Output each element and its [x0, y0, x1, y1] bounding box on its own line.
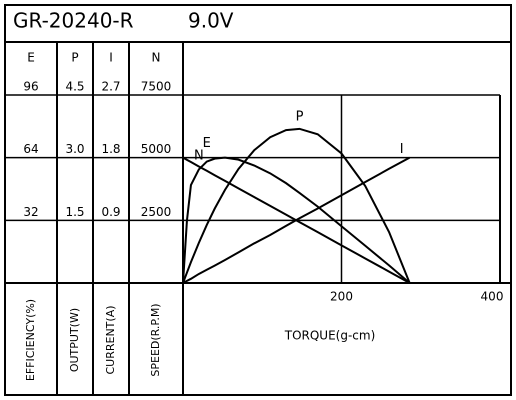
- y-tick-label: 1.8: [101, 142, 120, 156]
- outer-border: [4, 4, 512, 396]
- chart-title: GR-20240-R: [13, 9, 134, 33]
- series-label: I: [400, 142, 404, 157]
- axis-label: SPEED(R.P.M): [149, 303, 162, 376]
- y-tick-label: 4.5: [65, 80, 84, 94]
- y-tick-label: 64: [23, 142, 38, 156]
- y-tick-label: 7500: [141, 80, 172, 94]
- axis-label: OUTPUT(W): [68, 308, 81, 372]
- y-tick-label: 3.0: [65, 142, 84, 156]
- series-label: E: [203, 136, 211, 151]
- x-tick-label: 400: [481, 290, 504, 304]
- y-tick-label: 0.9: [101, 205, 120, 219]
- y-tick-label: 2.7: [101, 80, 120, 94]
- x-axis-label: TORQUE(g-cm): [284, 329, 376, 343]
- series-line: [182, 156, 411, 284]
- y-tick-label: 96: [23, 80, 38, 94]
- y-tick-label: 32: [23, 205, 38, 219]
- y-tick-label: 1.5: [65, 205, 84, 219]
- axis-header: N: [152, 51, 161, 65]
- axis-header: E: [27, 51, 35, 65]
- axis-label: EFFICIENCY(%): [24, 299, 37, 381]
- series-line: [182, 127, 411, 284]
- y-tick-label: 5000: [141, 142, 172, 156]
- y-tick-label: 2500: [141, 205, 172, 219]
- series-line: [182, 156, 411, 284]
- series-label: P: [296, 109, 304, 124]
- series-line: [182, 156, 411, 284]
- voltage: 9.0V: [188, 9, 234, 33]
- axis-header: P: [71, 51, 78, 65]
- x-tick-label: 200: [330, 290, 353, 304]
- axis-header: I: [109, 51, 113, 65]
- axis-label: CURRENT(A): [104, 305, 117, 374]
- series-label: N: [194, 149, 204, 164]
